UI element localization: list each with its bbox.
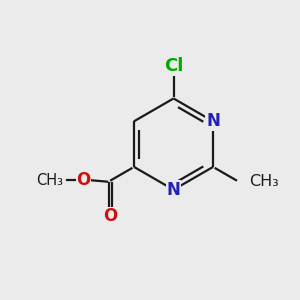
- Text: Cl: Cl: [164, 57, 183, 75]
- Text: O: O: [76, 171, 91, 189]
- Text: CH₃: CH₃: [36, 173, 63, 188]
- Text: N: N: [167, 181, 181, 199]
- Text: N: N: [206, 112, 220, 130]
- Text: CH₃: CH₃: [249, 174, 279, 189]
- Text: O: O: [103, 207, 117, 225]
